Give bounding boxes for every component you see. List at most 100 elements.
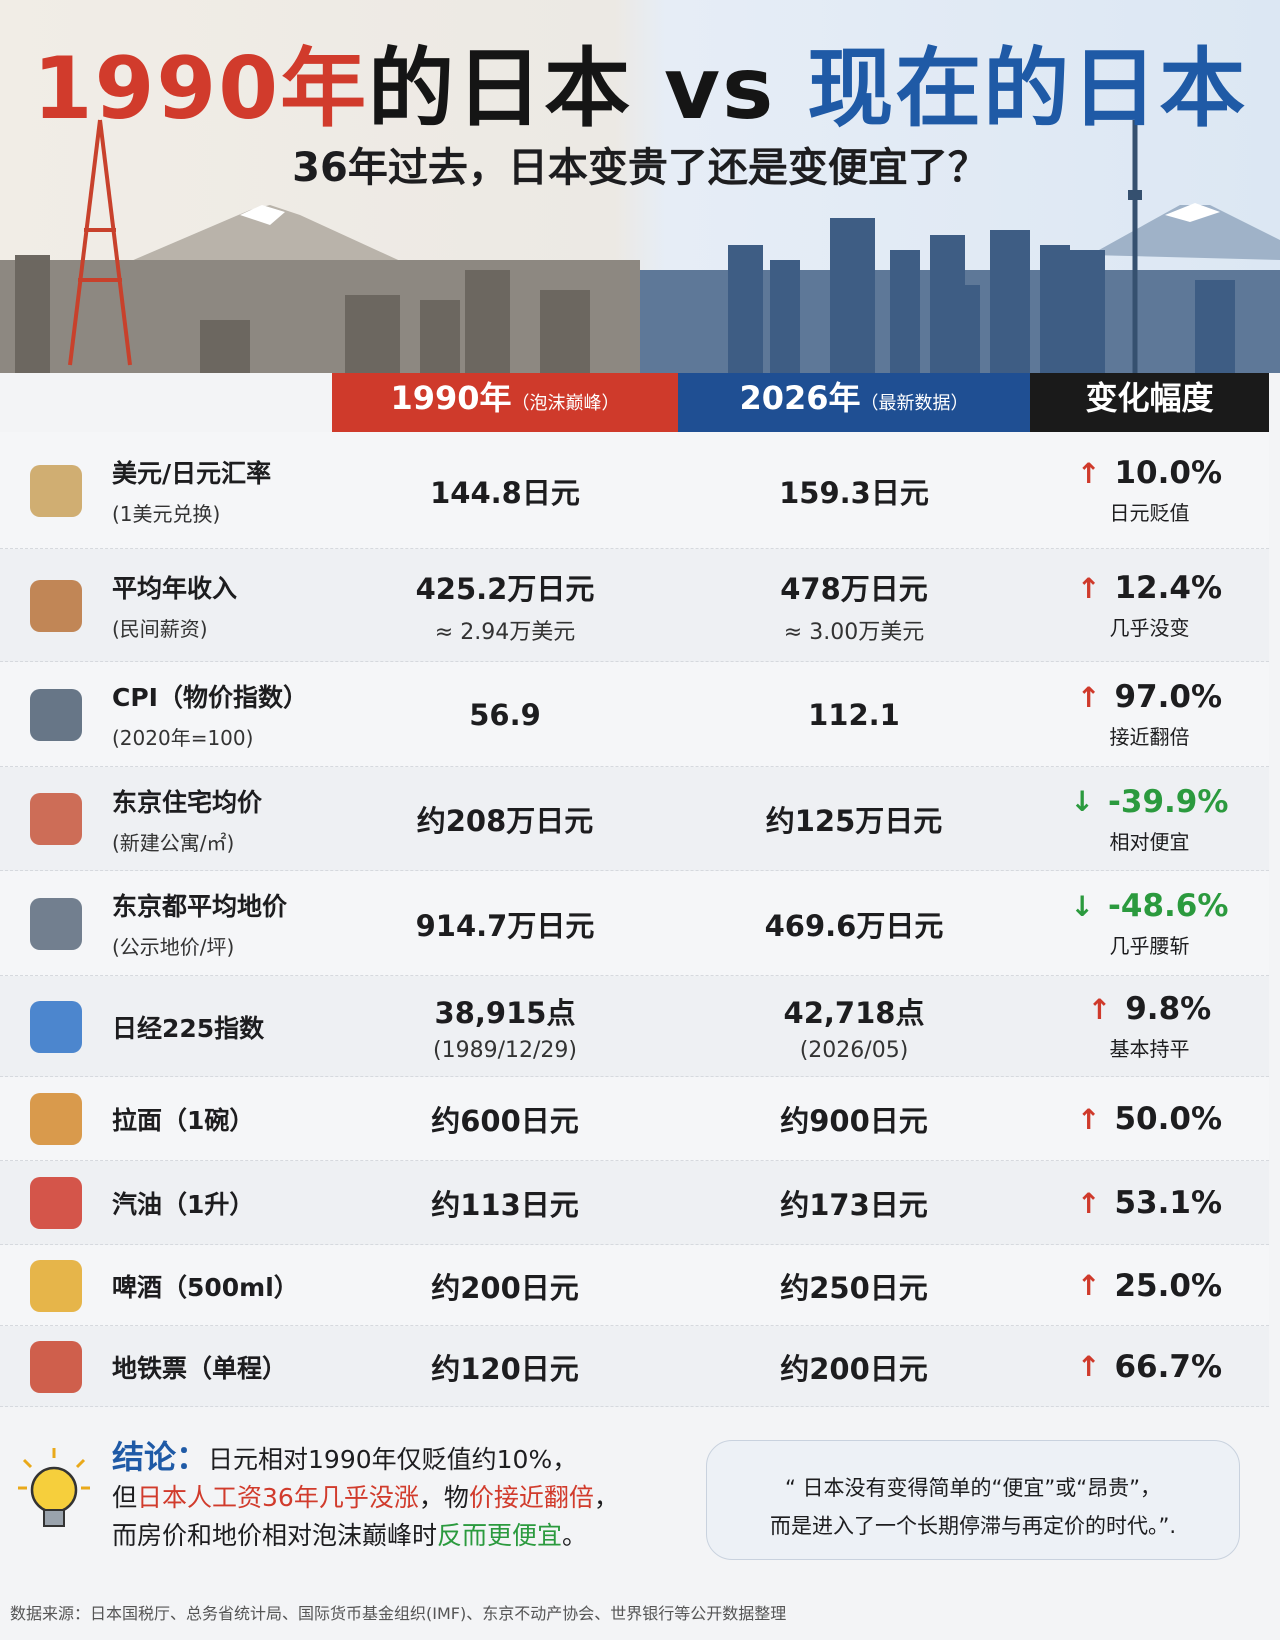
value-cell: 469.6万日元 xyxy=(678,871,1030,976)
header-text: 2026年 xyxy=(739,379,861,417)
change-value: -39.9% xyxy=(1108,783,1229,820)
row xyxy=(0,871,1269,976)
row xyxy=(0,976,1269,1077)
row-label: 啤酒（500ml） xyxy=(112,1272,299,1302)
arrow: ↑ xyxy=(1076,571,1101,605)
header-note: （泡沫巅峰） xyxy=(511,393,620,414)
change-value: 66.7% xyxy=(1114,1348,1222,1385)
row-icon xyxy=(30,579,82,632)
row xyxy=(0,1161,1269,1245)
source: 数据来源：日本国税厅、总务省统计局、国际货币基金组织(IMF)、东京不动产协会、… xyxy=(10,1604,787,1623)
label-cell: 啤酒（500ml） xyxy=(112,1245,332,1326)
header-text: 1990年 xyxy=(390,379,512,417)
row xyxy=(0,549,1269,662)
row-label: 平均年收入 xyxy=(112,574,238,603)
value-cell: 约208万日元 xyxy=(332,767,678,871)
change-note: 接近翻倍 xyxy=(1109,725,1190,749)
value-sub: ≈ 2.94万美元 xyxy=(434,619,576,645)
label-cell: 日经225指数 xyxy=(112,976,332,1077)
label-cell: 汽油（1升） xyxy=(112,1161,332,1245)
value-cell: 38,915点 (1989/12/29) xyxy=(332,976,678,1077)
value-cell: 56.9 xyxy=(332,662,678,767)
change-line: ↓ -39.9% xyxy=(1071,784,1229,820)
conclusion: 结论：日元相对1990年仅贬值约10%， 但日本人工资36年几乎没涨，物价接近翻… xyxy=(112,1438,619,1555)
column-header: 变化幅度 xyxy=(1030,373,1269,432)
header-blank xyxy=(0,373,332,432)
change-value: 25.0% xyxy=(1114,1267,1222,1304)
row-sublabel: (2020年=100) xyxy=(112,726,254,750)
change-value: 9.8% xyxy=(1125,991,1212,1027)
value-cell: 约250日元 xyxy=(678,1245,1030,1326)
text: ，物 xyxy=(418,1483,469,1512)
row-label: 美元/日元汇率 xyxy=(112,459,272,488)
change-value: -48.6% xyxy=(1108,888,1229,924)
change-cell: ↑ 53.1% xyxy=(1030,1161,1269,1245)
arrow: ↑ xyxy=(1087,992,1112,1026)
change-cell: ↑ 10.0% 日元贬值 xyxy=(1030,432,1269,549)
title-part: 现在的日本 xyxy=(807,39,1248,139)
change-cell: ↑ 97.0% 接近翻倍 xyxy=(1030,662,1269,767)
quote-line: 而是进入了一个长期停滞与再定价的时代。”. xyxy=(769,1514,1177,1538)
row-icon xyxy=(30,1259,82,1312)
value-cell: 425.2万日元 ≈ 2.94万美元 xyxy=(332,549,678,662)
change-value: 50.0% xyxy=(1114,1101,1222,1137)
row-label: 东京都平均地价 xyxy=(112,892,288,921)
value: 159.3日元 xyxy=(779,475,929,510)
row xyxy=(0,1245,1269,1326)
row-label: CPI（物价指数） xyxy=(112,683,308,712)
change-line: ↑ 66.7% xyxy=(1077,1349,1222,1385)
value: 914.7万日元 xyxy=(415,908,595,943)
change-line: ↑ 50.0% xyxy=(1077,1101,1222,1137)
row xyxy=(0,662,1269,767)
highlight: 价接近翻倍 xyxy=(468,1483,594,1512)
value-cell: 约173日元 xyxy=(678,1161,1030,1245)
change-cell: ↑ 50.0% xyxy=(1030,1077,1269,1161)
value-cell: 约200日元 xyxy=(332,1245,678,1326)
row-sublabel: (民间薪资) xyxy=(112,617,208,641)
value-cell: 约125万日元 xyxy=(678,767,1030,871)
row xyxy=(0,1326,1269,1407)
row-icon xyxy=(30,688,82,741)
row xyxy=(0,767,1269,871)
text: 而房价和地价相对泡沫巅峰时 xyxy=(112,1521,438,1550)
row xyxy=(0,432,1269,549)
change-value: 12.4% xyxy=(1114,570,1222,606)
change-note: 几乎腰斩 xyxy=(1109,934,1190,958)
change-line: ↑ 25.0% xyxy=(1077,1268,1222,1304)
value-sub: (2026/05) xyxy=(799,1038,909,1063)
value: 42,718点 xyxy=(783,996,925,1030)
value: 约120日元 xyxy=(431,1351,579,1386)
change-line: ↑ 12.4% xyxy=(1077,570,1222,606)
change-note: 日元贬值 xyxy=(1109,501,1190,525)
arrow: ↑ xyxy=(1076,1269,1101,1302)
value: 112.1 xyxy=(808,697,900,732)
highlight: 日本人工资36年几乎没涨 xyxy=(137,1483,419,1512)
row xyxy=(0,1077,1269,1161)
change-value: 10.0% xyxy=(1114,455,1222,491)
highlight: 反而更便宜 xyxy=(437,1521,563,1550)
value-sub: ≈ 3.00万美元 xyxy=(783,619,925,645)
value: 约900日元 xyxy=(780,1104,928,1138)
value: 约250日元 xyxy=(780,1270,928,1305)
label-cell: 美元/日元汇率 (1美元兑换) xyxy=(112,432,332,549)
change-cell: ↓ -48.6% 几乎腰斩 xyxy=(1030,871,1269,976)
text: 但 xyxy=(112,1483,138,1512)
value-sub: (1989/12/29) xyxy=(433,1038,577,1063)
value: 56.9 xyxy=(469,697,541,732)
value-cell: 约600日元 xyxy=(332,1077,678,1161)
quote-box: “ 日本没有变得简单的“便宜”或“昂贵”， 而是进入了一个长期停滞与再定价的时代… xyxy=(706,1440,1240,1560)
change-line: ↑ 10.0% xyxy=(1077,455,1222,491)
value-cell: 478万日元 ≈ 3.00万美元 xyxy=(678,549,1030,662)
change-cell: ↓ -39.9% 相对便宜 xyxy=(1030,767,1269,871)
value-cell: 914.7万日元 xyxy=(332,871,678,976)
arrow: ↓ xyxy=(1070,889,1095,923)
text: 日元相对1990年仅贬值约10%， xyxy=(208,1445,578,1474)
value-cell: 42,718点 (2026/05) xyxy=(678,976,1030,1077)
arrow: ↑ xyxy=(1076,1186,1101,1220)
arrow: ↑ xyxy=(1076,680,1101,714)
change-cell: ↑ 66.7% xyxy=(1030,1326,1269,1407)
label-cell: 地铁票（单程） xyxy=(112,1326,332,1407)
quote-line: “ 日本没有变得简单的“便宜”或“昂贵”， xyxy=(784,1476,1162,1500)
change-line: ↑ 53.1% xyxy=(1077,1185,1222,1221)
